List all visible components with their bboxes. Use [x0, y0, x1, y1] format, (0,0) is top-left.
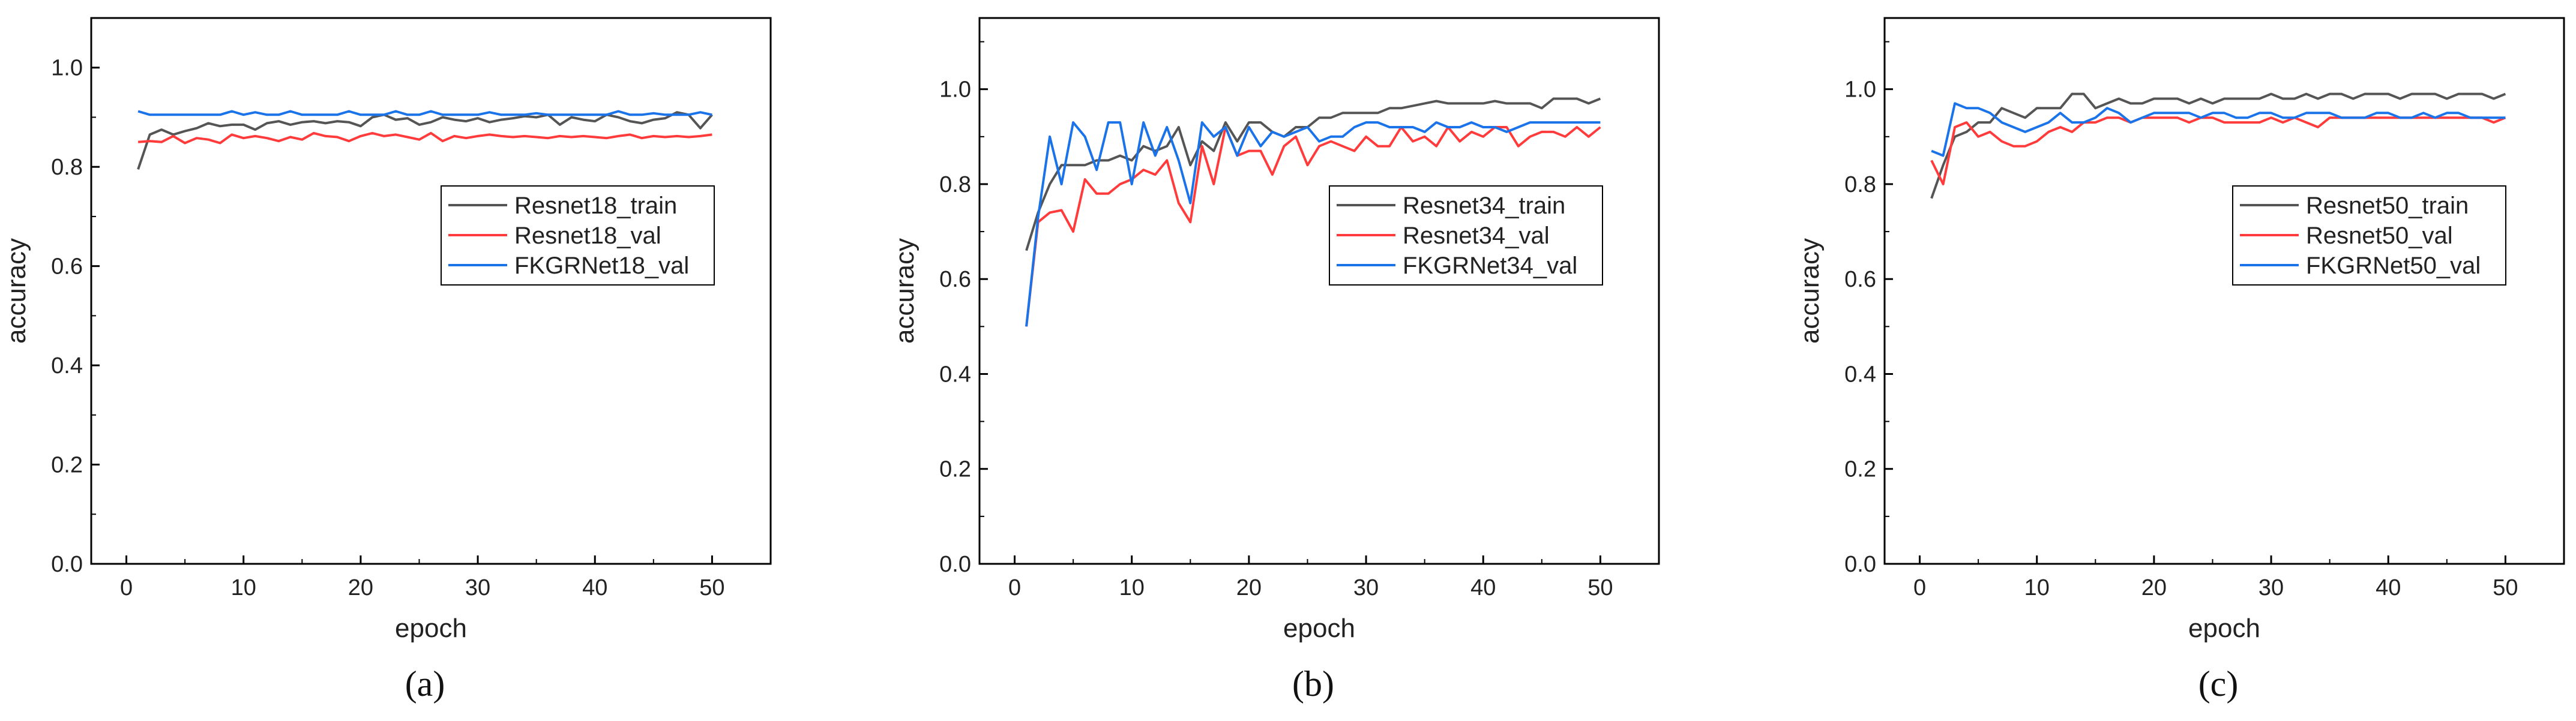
chart-panel-b: 0 10 20 30 40 50 0.0 0.2 0.4 0.6 0.8 1.0 epoch accura…	[890, 17, 1660, 704]
series-line-Resnet18_val	[137, 131, 712, 145]
x-tick-label: 0	[1913, 575, 1926, 600]
y-tick-label: 0.8	[1844, 172, 1876, 197]
x-axis-label: epoch	[1283, 614, 1355, 643]
x-tick-label: 10	[2024, 575, 2050, 600]
y-tick-label: 0.8	[939, 172, 971, 197]
chart-panel-c: 0 10 20 30 40 50 0.0 0.2 0.4 0.6 0.8 1.0 epoch accura…	[1795, 17, 2565, 704]
y-tick-label: 0.6	[1844, 267, 1876, 292]
x-tick-label: 30	[2259, 575, 2284, 600]
y-tick-label: 1.0	[51, 56, 83, 81]
x-tick-label: 10	[231, 575, 256, 600]
series-line-FKGRNet50_val	[1931, 102, 2506, 157]
y-tick-label: 0.6	[939, 267, 971, 292]
legend-label: Resnet18_val	[514, 223, 661, 249]
y-tick-label: 0.0	[939, 552, 971, 577]
y-tick-label: 0.0	[51, 552, 83, 577]
y-axis-label: accuracy	[2, 238, 31, 344]
y-axis-label: accuracy	[890, 238, 919, 344]
x-tick-label: 40	[1470, 575, 1496, 600]
x-tick-label: 40	[2376, 575, 2401, 600]
y-tick-label: 0.8	[51, 155, 83, 180]
y-tick-label: 0.2	[939, 457, 971, 482]
x-tick-label: 50	[699, 575, 724, 600]
legend-label: Resnet50_train	[2306, 193, 2469, 219]
legend-label: FKGRNet34_val	[1403, 253, 1577, 279]
x-tick-label: 40	[582, 575, 607, 600]
plot-frame	[978, 17, 1660, 565]
x-tick-label: 0	[1008, 575, 1021, 600]
series-line-Resnet34_val	[1025, 126, 1601, 327]
y-tick-label: 0.4	[1844, 362, 1876, 387]
y-tick-label: 0.4	[51, 353, 83, 378]
series-line-FKGRNet34_val	[1025, 121, 1601, 327]
y-tick-label: 1.0	[939, 77, 971, 103]
panel-caption: (b)	[1292, 664, 1334, 704]
y-tick-label: 0.2	[1844, 457, 1876, 482]
y-tick-label: 0.6	[51, 254, 83, 280]
panel-caption: (a)	[405, 664, 445, 704]
series-line-Resnet34_train	[1025, 97, 1601, 251]
y-tick-label: 1.0	[1844, 77, 1876, 103]
x-tick-label: 50	[1587, 575, 1613, 600]
x-tick-label: 20	[348, 575, 373, 600]
y-axis-label: accuracy	[1795, 238, 1825, 344]
x-tick-label: 20	[2141, 575, 2167, 600]
x-tick-label: 30	[465, 575, 490, 600]
series-line-FKGRNet18_val	[137, 110, 712, 116]
legend-label: FKGRNet50_val	[2306, 253, 2481, 279]
plot-frame	[90, 17, 772, 565]
legend-label: FKGRNet18_val	[514, 253, 689, 279]
x-tick-label: 20	[1236, 575, 1262, 600]
legend-label: Resnet34_train	[1403, 193, 1565, 219]
series-line-Resnet50_train	[1930, 92, 2506, 199]
chart-panel-a: 0 10 20 30 40 50 0.0 0.2 0.4 0.6 0.8 1.0 epoch accura…	[2, 17, 772, 704]
legend-label: Resnet18_train	[514, 193, 677, 219]
legend-label: Resnet34_val	[1403, 223, 1550, 249]
y-tick-label: 0.2	[51, 453, 83, 478]
y-tick-label: 0.4	[939, 362, 971, 387]
series-line-Resnet18_train	[137, 111, 713, 170]
legend-label: Resnet50_val	[2306, 223, 2453, 249]
x-axis-label: epoch	[2188, 614, 2260, 643]
x-tick-label: 50	[2493, 575, 2518, 600]
x-tick-label: 0	[120, 575, 133, 600]
plot-frame	[1883, 17, 2565, 565]
x-tick-label: 10	[1119, 575, 1145, 600]
panel-caption: (c)	[2198, 664, 2239, 704]
x-tick-label: 30	[1353, 575, 1379, 600]
y-tick-label: 0.0	[1844, 552, 1876, 577]
x-axis-label: epoch	[395, 614, 467, 643]
